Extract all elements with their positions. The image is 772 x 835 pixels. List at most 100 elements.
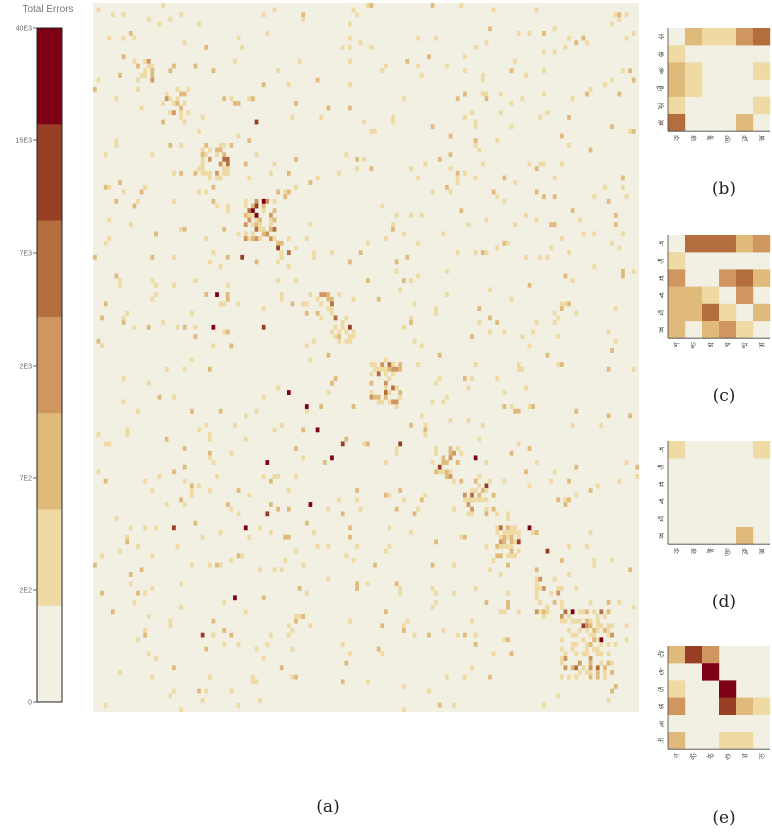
heatmap-cell bbox=[538, 114, 543, 120]
heatmap-cell bbox=[394, 404, 399, 409]
panel-cell bbox=[668, 96, 686, 115]
heatmap-cell bbox=[445, 394, 449, 400]
heatmap-cell bbox=[326, 105, 331, 111]
heatmap-cell bbox=[387, 544, 392, 549]
heatmap-cell bbox=[366, 240, 370, 246]
heatmap-cell bbox=[534, 581, 539, 587]
heatmap-cell bbox=[373, 362, 377, 367]
panel-row-label: ন্ঠ bbox=[658, 667, 665, 677]
heatmap-cell bbox=[606, 366, 611, 372]
heatmap-cell bbox=[588, 618, 593, 624]
heatmap-cell bbox=[254, 259, 259, 265]
heatmap-cell bbox=[387, 366, 392, 372]
heatmap-cell bbox=[251, 208, 255, 214]
heatmap-cell bbox=[559, 161, 564, 167]
heatmap-cell bbox=[376, 399, 381, 405]
heatmap-cell bbox=[445, 469, 449, 475]
heatmap-cell bbox=[588, 674, 593, 680]
heatmap-cell bbox=[369, 380, 374, 386]
heatmap-cell bbox=[423, 422, 428, 428]
heatmap-cell bbox=[585, 40, 589, 46]
heatmap-cell bbox=[189, 357, 194, 363]
heatmap-cell bbox=[261, 595, 266, 601]
heatmap-cell bbox=[466, 222, 471, 228]
heatmap-cell bbox=[592, 194, 597, 200]
panel-cell bbox=[685, 28, 703, 46]
heatmap-cell bbox=[236, 133, 241, 139]
heatmap-cell bbox=[326, 352, 331, 358]
heatmap-cell bbox=[218, 301, 223, 307]
heatmap-cell bbox=[258, 236, 262, 242]
heatmap-cell bbox=[416, 35, 421, 41]
heatmap-cell bbox=[139, 72, 144, 78]
heatmap-cell bbox=[172, 110, 176, 116]
heatmap-cell bbox=[286, 189, 291, 195]
heatmap-cell bbox=[179, 226, 183, 232]
panel-cell bbox=[702, 235, 720, 253]
heatmap-cell bbox=[394, 385, 399, 391]
heatmap-cell bbox=[545, 548, 550, 554]
heatmap-cell bbox=[272, 198, 277, 204]
panel-cell bbox=[719, 732, 737, 750]
heatmap-cell bbox=[448, 166, 453, 172]
heatmap-cell bbox=[556, 590, 561, 596]
heatmap-cell bbox=[563, 273, 568, 279]
heatmap-cell bbox=[254, 203, 259, 209]
heatmap-cell bbox=[595, 483, 600, 489]
heatmap-cell bbox=[459, 3, 464, 8]
heatmap-cell bbox=[383, 609, 388, 615]
heatmap-cell bbox=[559, 133, 564, 139]
heatmap-cell bbox=[621, 268, 625, 274]
heatmap-cell bbox=[146, 380, 151, 386]
heatmap-cell bbox=[462, 492, 467, 498]
heatmap-cell bbox=[222, 642, 227, 647]
panel-col-label: ক্ল bbox=[741, 547, 750, 555]
heatmap-cell bbox=[621, 175, 625, 181]
heatmap-cell bbox=[279, 296, 284, 302]
heatmap-cell bbox=[207, 562, 212, 568]
heatmap-cell bbox=[552, 310, 557, 316]
heatmap-cell bbox=[337, 334, 341, 339]
heatmap-cell bbox=[315, 427, 320, 433]
heatmap-cell bbox=[222, 226, 227, 232]
heatmap-cell bbox=[441, 399, 446, 405]
heatmap-cell bbox=[225, 329, 230, 335]
heatmap-cell bbox=[470, 618, 474, 624]
heatmap-cell bbox=[175, 544, 180, 549]
heatmap-cell bbox=[125, 432, 130, 437]
heatmap-cell bbox=[592, 637, 597, 643]
heatmap-cell bbox=[567, 674, 571, 680]
colorbar-band bbox=[37, 316, 62, 414]
heatmap-cell bbox=[445, 63, 449, 69]
heatmap-cell bbox=[304, 301, 309, 307]
heatmap-cell bbox=[563, 502, 568, 507]
heatmap-cell bbox=[272, 161, 277, 167]
heatmap-cell bbox=[114, 516, 119, 521]
heatmap-cell bbox=[294, 245, 298, 251]
heatmap-cell bbox=[545, 609, 550, 615]
heatmap-cell bbox=[398, 590, 403, 596]
heatmap-cell bbox=[229, 142, 234, 148]
heatmap-cell bbox=[301, 455, 306, 461]
heatmap-cell bbox=[200, 698, 205, 703]
heatmap-cell bbox=[534, 460, 539, 465]
heatmap-cell bbox=[610, 688, 614, 694]
heatmap-cell bbox=[556, 315, 561, 321]
heatmap-cell bbox=[534, 567, 539, 573]
heatmap-cell bbox=[552, 576, 557, 582]
heatmap-cell bbox=[286, 506, 291, 512]
heatmap-cell bbox=[330, 310, 334, 316]
heatmap-cell bbox=[441, 231, 446, 237]
heatmap-cell bbox=[121, 35, 126, 41]
panel-row-label: শ্চ bbox=[657, 463, 665, 472]
panel-cell bbox=[668, 45, 686, 63]
heatmap-cell bbox=[172, 170, 176, 176]
heatmap-cell bbox=[380, 399, 385, 405]
heatmap-cell bbox=[398, 287, 403, 293]
heatmap-cell bbox=[401, 324, 406, 330]
heatmap-cell bbox=[218, 530, 223, 535]
panel-cell bbox=[668, 303, 686, 322]
heatmap-cell bbox=[574, 492, 579, 498]
heatmap-cell bbox=[376, 646, 381, 652]
panel-cell bbox=[719, 235, 737, 253]
